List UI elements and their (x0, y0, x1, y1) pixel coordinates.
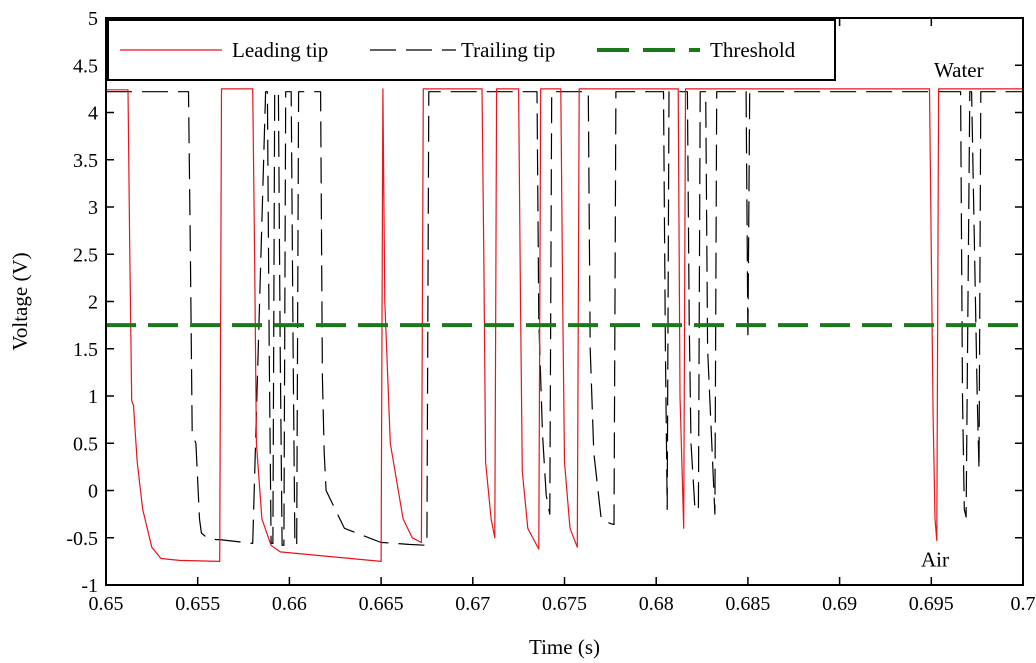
annotation-water: Water (934, 58, 984, 82)
plot-series (106, 88, 1023, 563)
legend: Leading tip Trailing tip Threshold (107, 19, 836, 81)
x-tick-label: 0.65 (89, 593, 124, 615)
x-tick-label: 0.69 (822, 593, 857, 615)
y-tick-label: 0 (88, 481, 98, 503)
x-tick-label: 0.675 (542, 593, 587, 615)
y-tick-label: -0.5 (66, 528, 98, 550)
y-tick-label: 5 (88, 8, 98, 30)
y-tick-label: -1 (81, 575, 98, 597)
y-tick-label: 3 (88, 197, 98, 219)
legend-box (107, 19, 836, 81)
y-axis-label: Voltage (V) (8, 252, 32, 350)
legend-label-leading-tip: Leading tip (232, 38, 328, 62)
y-tick-label: 2.5 (73, 244, 98, 266)
axis-tick-labels: 0.65 0.655 0.66 0.665 0.67 0.675 0.68 0.685 0.69… (66, 8, 1035, 615)
y-tick-label: 3.5 (73, 150, 98, 172)
y-tick-label: 4 (88, 103, 98, 125)
plot-frame (105, 17, 1024, 586)
x-tick-label: 0.665 (359, 593, 404, 615)
axis-ticks (105, 17, 1024, 586)
x-tick-label: 0.695 (909, 593, 954, 615)
x-tick-label: 0.68 (639, 593, 674, 615)
x-tick-label: 0.655 (175, 593, 220, 615)
x-tick-label: 0.7 (1011, 593, 1036, 615)
y-tick-label: 1 (88, 386, 98, 408)
series-line-trailing-tip (106, 91, 1023, 546)
x-axis-label: Time (s) (529, 635, 600, 659)
x-tick-label: 0.66 (272, 593, 307, 615)
x-tick-label: 0.685 (725, 593, 770, 615)
legend-label-trailing-tip: Trailing tip (461, 38, 555, 62)
series-line-leading-tip (106, 88, 1023, 563)
x-tick-label: 0.67 (455, 593, 490, 615)
y-tick-label: 1.5 (73, 339, 98, 361)
y-tick-label: 2 (88, 292, 98, 314)
annotation-air: Air (921, 547, 949, 571)
y-tick-label: 4.5 (73, 55, 98, 77)
legend-label-threshold: Threshold (710, 38, 796, 62)
y-tick-label: 0.5 (73, 433, 98, 455)
